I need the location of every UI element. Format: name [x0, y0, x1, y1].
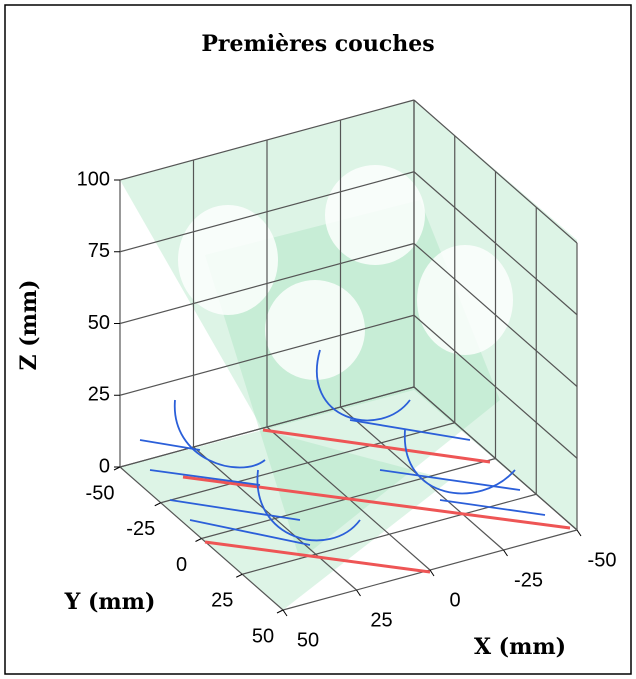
grid [119, 99, 578, 611]
grid-line [413, 243, 578, 387]
toolpaths [139, 349, 546, 546]
surface-hole [325, 165, 425, 265]
y-tick-label: 25 [211, 590, 233, 612]
toolpath [256, 469, 361, 542]
x-tick [356, 589, 361, 597]
toolpath [316, 349, 411, 422]
y-tick [236, 573, 243, 578]
y-tick-label: 0 [176, 554, 187, 576]
z-tick-label: 0 [99, 455, 110, 477]
x-tick [576, 529, 582, 537]
grid-line [119, 386, 415, 468]
surface-hole [417, 245, 513, 355]
grid-line [413, 171, 578, 316]
y-tick [195, 538, 202, 542]
grid-line [413, 386, 578, 531]
toolpath [174, 399, 266, 469]
grid-line [160, 422, 455, 504]
grid-line [119, 99, 415, 181]
x-tick-label: -50 [588, 549, 617, 571]
grid-line [413, 99, 578, 244]
z-tick-label: 50 [88, 312, 110, 334]
y-tick-label: 50 [252, 625, 274, 647]
toolpath [139, 419, 546, 546]
x-tick-label: 25 [370, 609, 392, 631]
z-tick-label: 25 [88, 384, 110, 406]
grid-line [119, 314, 415, 396]
red-line [204, 540, 431, 574]
z-tick-label: 100 [77, 168, 110, 190]
red-line [182, 475, 571, 530]
x-tick-label: 50 [297, 629, 319, 651]
x-tick-label: 0 [449, 589, 460, 611]
z-tick-label: 75 [88, 240, 110, 262]
x-axis-label: X (mm) [474, 634, 566, 660]
toolpath [404, 429, 516, 495]
grid-line [413, 314, 578, 459]
x-tick [282, 609, 288, 617]
x-tick [503, 549, 508, 557]
y-axis-label: Y (mm) [64, 589, 156, 615]
y-tick [276, 609, 284, 614]
y-tick-label: -25 [126, 518, 155, 540]
z-axis-label: Z (mm) [16, 279, 42, 370]
red-line [262, 428, 491, 464]
x-tick [429, 569, 435, 577]
y-tick [113, 466, 121, 471]
grid-line [119, 242, 415, 325]
surface-panel [120, 430, 450, 610]
floor-lines [182, 428, 571, 574]
y-tick [154, 502, 161, 507]
x-tick-label: -25 [514, 569, 543, 591]
chart-title: Premières couches [201, 31, 434, 57]
surface-hole [265, 280, 365, 380]
grid-line [119, 171, 415, 253]
y-tick-label: -50 [86, 482, 115, 504]
